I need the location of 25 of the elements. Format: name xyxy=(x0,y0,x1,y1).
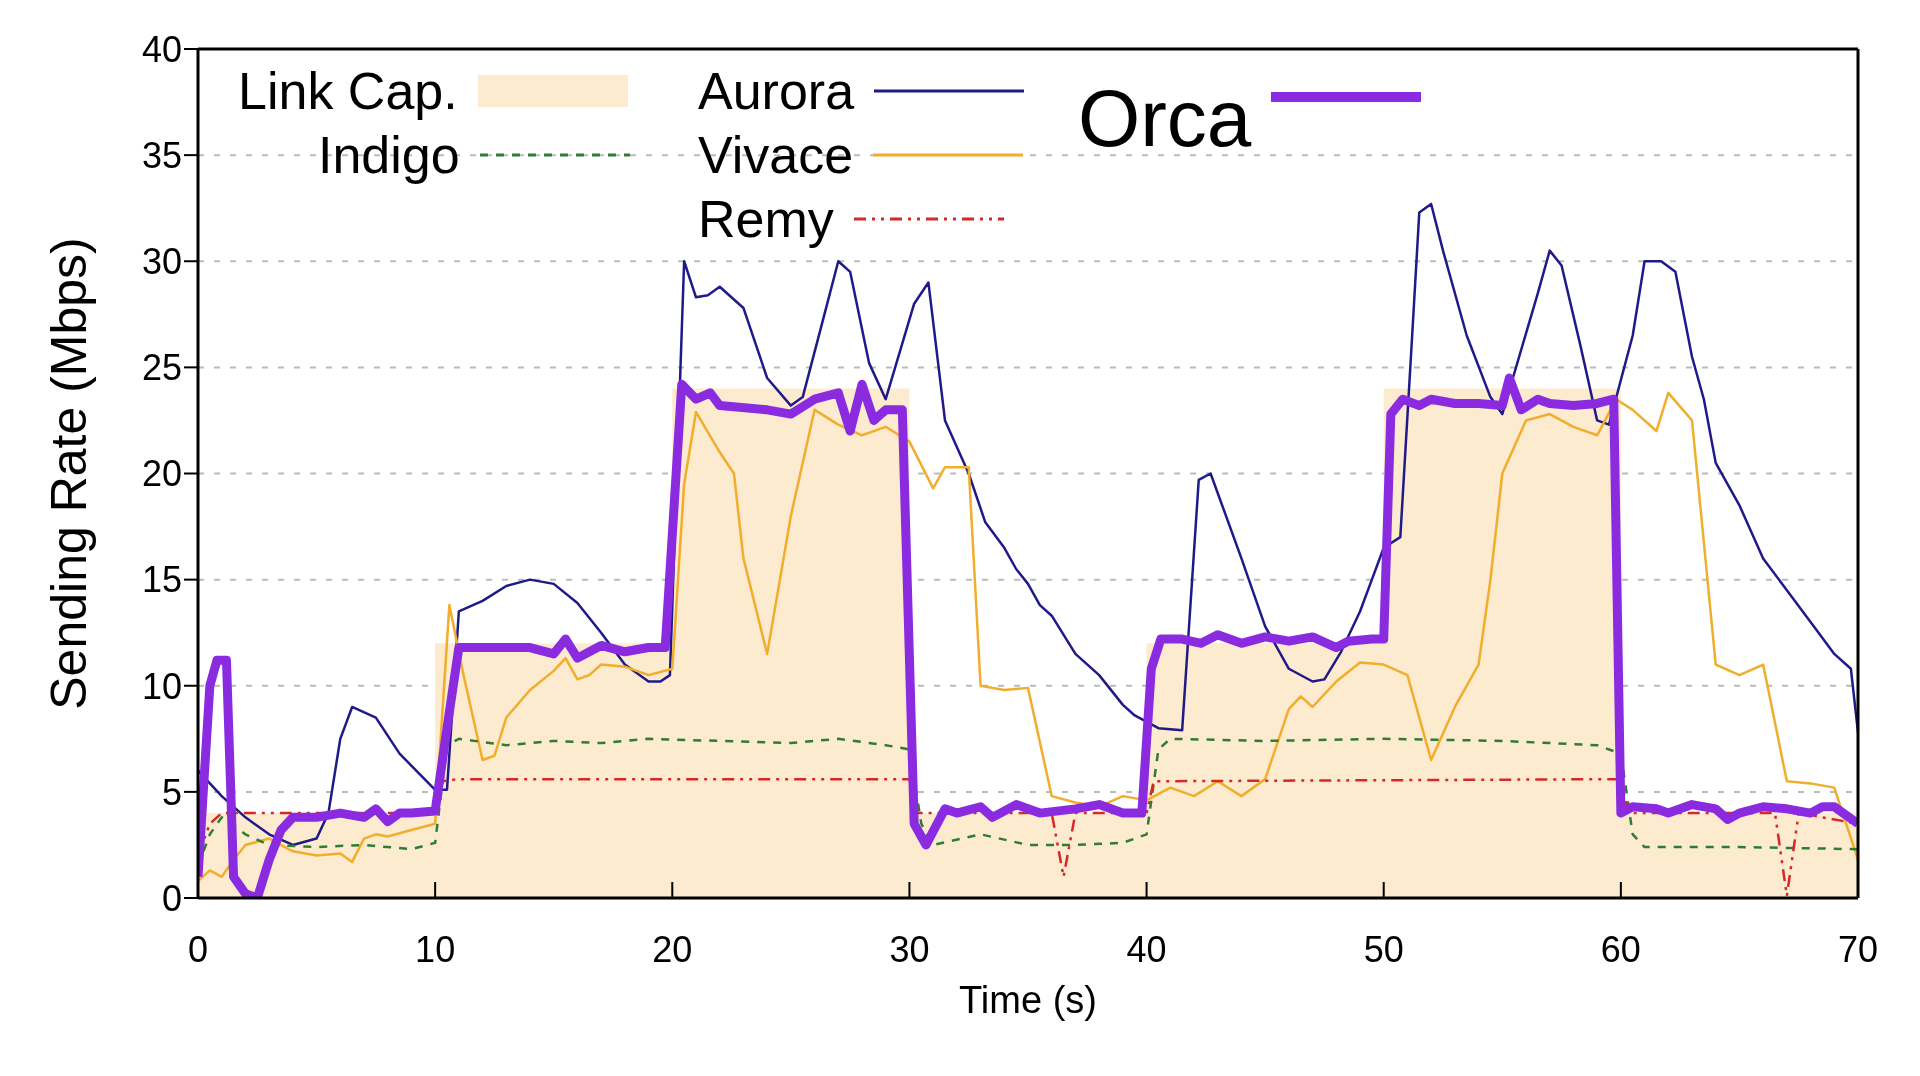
x-tick-label: 40 xyxy=(1126,928,1167,970)
x-tick-label: 10 xyxy=(415,928,456,970)
legend-label: Orca xyxy=(1078,73,1252,165)
legend-label: Link Cap. xyxy=(238,61,458,121)
y-axis-title: Sending Rate (Mbps) xyxy=(40,237,97,710)
y-tick-label: 0 xyxy=(161,877,182,919)
x-tick-label: 60 xyxy=(1600,928,1641,970)
y-tick-label: 25 xyxy=(141,347,182,389)
y-tick-label: 20 xyxy=(141,453,182,495)
y-tick-label: 40 xyxy=(141,28,182,70)
legend-label: Aurora xyxy=(698,61,855,121)
x-tick-label: 50 xyxy=(1363,928,1404,970)
x-tick-label: 70 xyxy=(1837,928,1879,970)
x-axis-title: Time (s) xyxy=(959,979,1097,1021)
y-tick-label: 35 xyxy=(141,134,182,176)
x-tick-label: 20 xyxy=(652,928,693,970)
x-tick-label: 0 xyxy=(187,928,209,970)
legend-label: Vivace xyxy=(698,125,854,185)
y-tick-label: 15 xyxy=(141,559,182,601)
y-tick-label: 10 xyxy=(141,665,182,707)
legend-label: Remy xyxy=(698,189,834,249)
y-tick-label: 30 xyxy=(141,241,182,283)
x-tick-label: 30 xyxy=(889,928,930,970)
legend-label: Indigo xyxy=(318,125,460,185)
y-tick-label: 5 xyxy=(161,771,182,813)
